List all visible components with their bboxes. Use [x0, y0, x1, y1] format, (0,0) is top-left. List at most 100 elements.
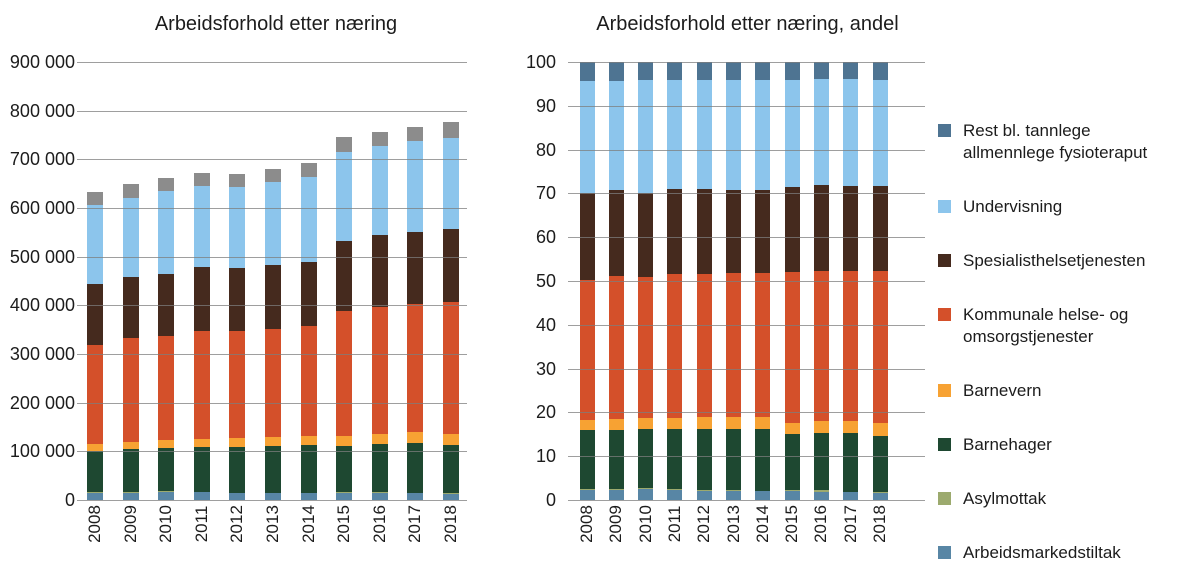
y-tick-label: 0 [64, 490, 75, 510]
stacked-bar-2014 [300, 163, 317, 500]
x-tick-label: 2008 [577, 505, 596, 543]
legend: Rest bl. tannlege allmennlege fysioterapu… [938, 120, 1200, 569]
bar-segment [193, 186, 210, 268]
bar-segment [371, 307, 388, 434]
stacked-bar-2013 [265, 169, 281, 500]
bar-segment [784, 62, 800, 80]
y-tick-label: 40 [535, 314, 556, 335]
y-tick-label: 50 [535, 271, 556, 291]
stacked-bar-2009 [608, 62, 624, 500]
y-tick-label: 600 000 [9, 198, 75, 218]
bar-segment [229, 446, 246, 493]
bar-segment [638, 487, 654, 489]
x-tick-label: 2018 [441, 505, 460, 543]
bar-segment [667, 429, 683, 490]
stacked-bar-2012 [229, 173, 246, 500]
bar-segment [443, 444, 459, 494]
bar-segment [667, 62, 683, 81]
y-tick-label: 90 [535, 95, 556, 116]
legend-label: Asylmottak [963, 489, 1047, 508]
bar-segment [813, 184, 829, 271]
bar-segment [813, 432, 829, 491]
bar-segment [193, 492, 210, 500]
bar-segment [265, 182, 281, 266]
bar-segment [300, 163, 317, 177]
stacked-bar-2015 [336, 137, 353, 500]
stacked-bar-2008 [87, 192, 103, 500]
bar-segment [371, 433, 388, 444]
bar-segment [755, 273, 771, 418]
legend-swatch [938, 200, 951, 213]
x-tick-label: 2016 [369, 505, 389, 543]
y-tick-label: 20 [535, 402, 556, 423]
bar-segment [843, 492, 859, 500]
bar-segment [371, 443, 388, 493]
bar-segment [726, 273, 741, 418]
bar-segment [638, 429, 654, 488]
gridline [77, 62, 467, 63]
bar-segment [843, 421, 859, 433]
y-tick-label: 0 [545, 490, 556, 510]
bar-segment [638, 62, 654, 80]
bar-segment [407, 231, 424, 305]
legend-item: Barnehager [938, 434, 1200, 456]
bar-segment [726, 490, 741, 500]
bar-segment [336, 310, 353, 437]
bar-segment [158, 447, 175, 492]
bar-segment [813, 270, 829, 422]
bar-segment [813, 62, 829, 79]
bar-segment [300, 176, 317, 262]
stacked-bar-2017 [407, 126, 424, 500]
chart-title-share: Arbeidsforhold etter næring, andel [596, 13, 899, 35]
bar-segment [755, 189, 771, 274]
bar-segment [667, 189, 683, 274]
y-tick-label: 80 [535, 139, 556, 160]
bar-segment [407, 442, 424, 493]
bar-segment [229, 186, 246, 268]
bar-segment [667, 80, 683, 190]
bar-segment [265, 169, 281, 183]
x-tick-label: 2016 [811, 505, 831, 543]
bar-segment [122, 449, 139, 493]
bar-segment [579, 62, 595, 81]
bar-segment [784, 79, 800, 187]
x-tick-label: 2017 [405, 505, 425, 543]
bar-segment [229, 267, 246, 332]
bar-segment [371, 132, 388, 147]
bar-segment [371, 492, 388, 494]
x-tick-label: 2010 [156, 505, 176, 543]
legend-item: Undervisning [938, 196, 1200, 218]
bar-segment [443, 493, 459, 500]
bar-segment [407, 304, 424, 433]
bar-segment [726, 189, 741, 274]
bar-segment [122, 276, 139, 339]
legend-swatch [938, 308, 951, 321]
bar-segment [726, 62, 741, 80]
bar-segment [87, 492, 103, 500]
bar-segment [87, 192, 103, 206]
y-tick-label: 700 000 [9, 149, 75, 170]
bar-segment [784, 489, 800, 492]
legend-swatch [938, 492, 951, 505]
bar-segment [193, 267, 210, 331]
bar-segment [443, 229, 459, 303]
x-tick-label: 2010 [635, 505, 655, 543]
bar-segment [696, 417, 712, 430]
bar-segment [443, 433, 459, 445]
stacked-bar-2010 [158, 177, 175, 500]
bar-segment [726, 79, 741, 190]
bar-segment [872, 435, 888, 493]
bar-segment [193, 172, 210, 187]
bar-segment [813, 78, 829, 185]
y-tick-label: 10 [535, 446, 556, 467]
bar-segment [667, 273, 683, 419]
bar-segment [371, 235, 388, 308]
bar-segment [872, 62, 888, 80]
x-tick-label: 2017 [840, 505, 860, 543]
bar-segment [122, 184, 139, 198]
x-tick-label: 2014 [752, 505, 772, 543]
bar-segment [193, 438, 210, 447]
x-tick-label: 2011 [664, 505, 684, 543]
gridline [568, 500, 925, 501]
bar-segment [158, 439, 175, 448]
